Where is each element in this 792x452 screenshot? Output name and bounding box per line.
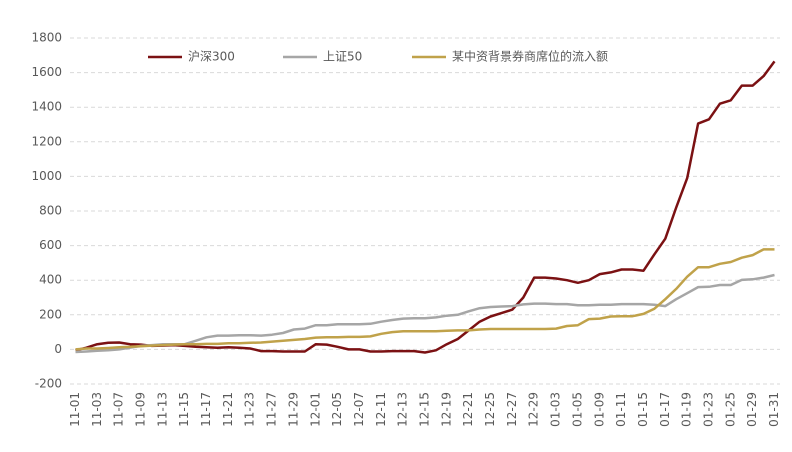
x-tick-label: 12-01 [308,392,322,427]
x-tick-label: 01-31 [767,392,781,427]
x-tick-label: 11-01 [68,392,82,427]
x-tick-label: 11-23 [243,392,257,427]
x-tick-label: 12-07 [352,392,366,427]
x-tick-label: 01-25 [723,392,737,427]
x-tick-label: 12-29 [527,392,541,427]
x-tick-label: 01-09 [592,392,606,427]
x-tick-label: 12-05 [330,392,344,427]
x-tick-label: 11-13 [155,392,169,427]
x-tick-label: 12-11 [374,392,388,427]
x-tick-label: 12-21 [461,392,475,427]
x-tick-label: 11-21 [221,392,235,427]
line-series [75,60,776,354]
x-tick-label: 11-07 [112,392,126,427]
x-tick-label: 01-19 [680,392,694,427]
x-tick-label: 01-17 [658,392,672,427]
x-tick-label: 11-03 [90,392,104,427]
line-series [75,273,775,354]
line-series [75,248,775,351]
x-tick-label: 11-15 [177,392,191,427]
x-tick-label: 11-09 [134,392,148,427]
y-tick-label: 600 [39,238,62,252]
y-tick-label: 1200 [31,134,62,148]
legend-label: 某中资背景券商席位的流入额 [452,49,608,64]
x-tick-label: 01-05 [570,392,584,427]
y-tick-label: 200 [39,307,62,321]
y-tick-label: 1800 [31,31,62,45]
x-tick-label: 11-27 [265,392,279,427]
x-tick-label: 12-15 [418,392,432,427]
x-tick-label: 12-25 [483,392,497,427]
y-tick-label: 1000 [31,169,62,183]
x-tick-label: 01-29 [745,392,759,427]
y-tick-label: -200 [35,377,62,391]
x-tick-label: 12-13 [396,392,410,427]
x-tick-label: 12-27 [505,392,519,427]
x-tick-label: 11-17 [199,392,213,427]
x-tick-label: 01-03 [549,392,563,427]
y-tick-label: 1400 [31,100,62,114]
legend-label: 上证50 [323,50,362,64]
y-tick-label: 0 [54,342,62,356]
x-tick-label: 12-19 [439,392,453,427]
x-tick-label: 01-23 [702,392,716,427]
x-tick-label: 11-29 [286,392,300,427]
y-tick-label: 1600 [31,65,62,79]
y-tick-label: 400 [39,273,62,287]
x-tick-label: 01-15 [636,392,650,427]
y-tick-label: 800 [39,204,62,218]
legend-label: 沪深300 [188,50,235,64]
x-tick-label: 01-11 [614,392,628,427]
